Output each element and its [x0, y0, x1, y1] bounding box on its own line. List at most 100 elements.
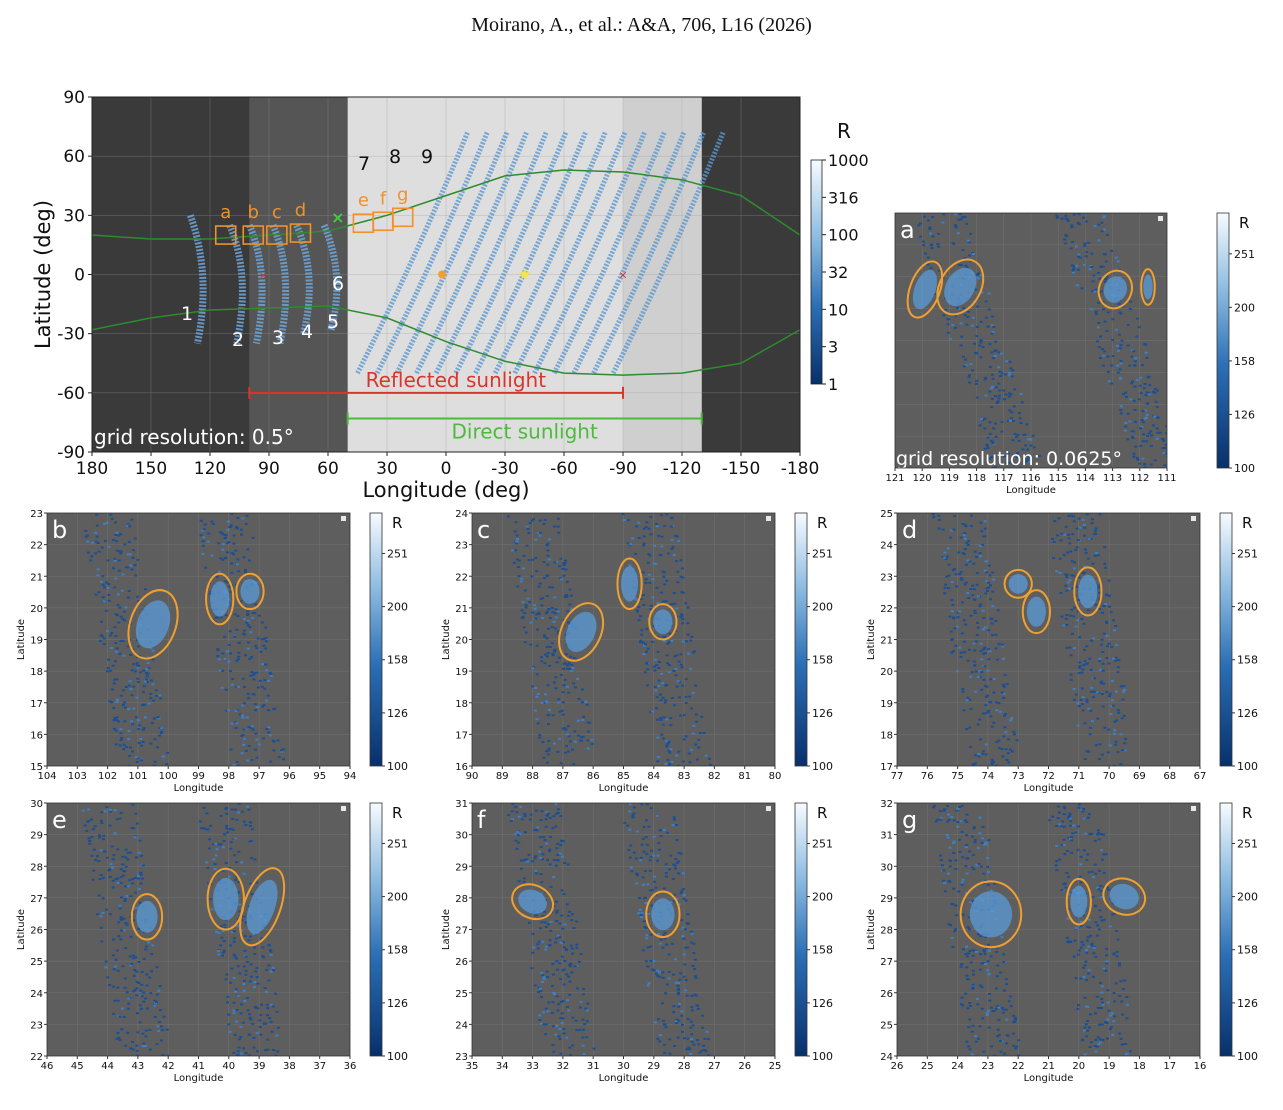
emission-speck — [563, 595, 567, 598]
emission-speck — [949, 529, 953, 532]
ytick-label: 18 — [30, 667, 43, 678]
emission-speck — [123, 986, 127, 989]
emission-speck — [669, 525, 673, 528]
emission-speck — [244, 569, 247, 572]
emission-speck — [646, 883, 650, 886]
emission-speck — [988, 574, 992, 577]
colorbar-tick-label: 200 — [1234, 301, 1255, 314]
emission-speck — [1079, 863, 1083, 866]
emission-speck — [1086, 936, 1090, 939]
emission-speck — [1077, 953, 1081, 956]
emission-speck — [970, 1030, 974, 1033]
emission-speck — [110, 632, 114, 634]
emission-speck — [984, 394, 988, 397]
emission-speck — [517, 841, 521, 844]
emission-speck — [252, 693, 256, 696]
emission-speck — [997, 366, 1000, 369]
emission-speck — [659, 514, 663, 517]
xtick-label: 75 — [951, 771, 964, 782]
emission-speck — [944, 557, 948, 560]
emission-speck — [122, 654, 126, 657]
emission-speck — [1072, 213, 1076, 216]
emission-speck — [1063, 853, 1067, 856]
emission-speck — [637, 521, 641, 524]
emission-speck — [1071, 271, 1075, 274]
emission-speck — [1106, 355, 1110, 358]
emission-speck — [1161, 438, 1165, 440]
emission-speck — [947, 879, 951, 882]
emission-speck — [974, 670, 978, 673]
emission-speck — [136, 1012, 139, 1015]
xtick-label: 116 — [1021, 473, 1040, 484]
emission-speck — [678, 1002, 681, 1005]
emission-speck — [666, 662, 669, 665]
emission-speck — [1083, 964, 1087, 967]
emission-speck — [563, 960, 567, 962]
emission-speck — [658, 848, 661, 851]
emission-speck — [126, 851, 130, 854]
emission-speck — [967, 597, 971, 599]
emission-speck — [230, 683, 234, 686]
emission-speck — [1062, 813, 1066, 816]
emission-speck — [1173, 454, 1176, 456]
emission-speck — [254, 970, 258, 973]
emission-speck — [123, 610, 127, 613]
emission-speck — [1052, 541, 1056, 543]
emission-speck — [242, 702, 246, 705]
emission-speck — [1126, 323, 1130, 326]
emission-speck — [222, 940, 226, 942]
emission-speck — [232, 1051, 236, 1054]
emission-speck — [966, 696, 970, 699]
emission-speck — [986, 669, 990, 672]
emission-speck — [127, 738, 131, 741]
emission-speck — [998, 710, 1002, 713]
xtick-label: 34 — [496, 1061, 509, 1072]
emission-speck — [162, 1015, 166, 1018]
emission-speck — [554, 616, 558, 619]
xtick-label: 33 — [526, 1061, 539, 1072]
emission-speck — [1175, 462, 1178, 464]
emission-speck — [116, 593, 120, 596]
emission-speck — [1009, 393, 1013, 396]
emission-speck — [267, 731, 271, 734]
emission-speck — [984, 376, 988, 379]
emission-speck — [971, 1024, 975, 1027]
emission-speck — [539, 845, 543, 848]
emission-speck — [243, 979, 246, 982]
emission-speck — [1153, 415, 1157, 418]
emission-speck — [144, 588, 147, 591]
emission-speck — [964, 846, 968, 849]
emission-speck — [536, 943, 540, 946]
emission-speck — [114, 729, 118, 732]
emission-speck — [130, 518, 134, 521]
corner-square — [1191, 806, 1196, 811]
emission-speck — [1064, 584, 1068, 587]
emission-speck — [251, 828, 254, 831]
emission-speck — [635, 872, 639, 875]
emission-speck — [248, 825, 252, 827]
emission-speck — [961, 355, 965, 358]
emission-speck — [996, 400, 1000, 403]
emission-speck — [220, 686, 224, 689]
emission-speck — [694, 743, 698, 746]
emission-speck — [123, 701, 127, 704]
xtick-label: 111 — [1157, 473, 1176, 484]
emission-speck — [660, 733, 664, 736]
emission-speck — [626, 542, 630, 545]
colorbar-title: R — [817, 804, 827, 822]
emission-speck — [992, 691, 996, 694]
emission-speck — [256, 686, 260, 689]
emission-speck — [100, 811, 104, 814]
emission-speck — [953, 568, 957, 571]
emission-speck — [556, 525, 560, 528]
emission-speck — [984, 935, 988, 938]
emission-speck — [551, 654, 555, 657]
emission-speck — [1142, 433, 1146, 436]
emission-speck — [1088, 268, 1092, 271]
emission-speck — [670, 697, 674, 699]
emission-speck — [246, 614, 249, 616]
emission-speck — [673, 655, 677, 658]
emission-speck — [960, 1003, 963, 1006]
emission-speck — [669, 724, 673, 727]
emission-speck — [1026, 448, 1030, 451]
